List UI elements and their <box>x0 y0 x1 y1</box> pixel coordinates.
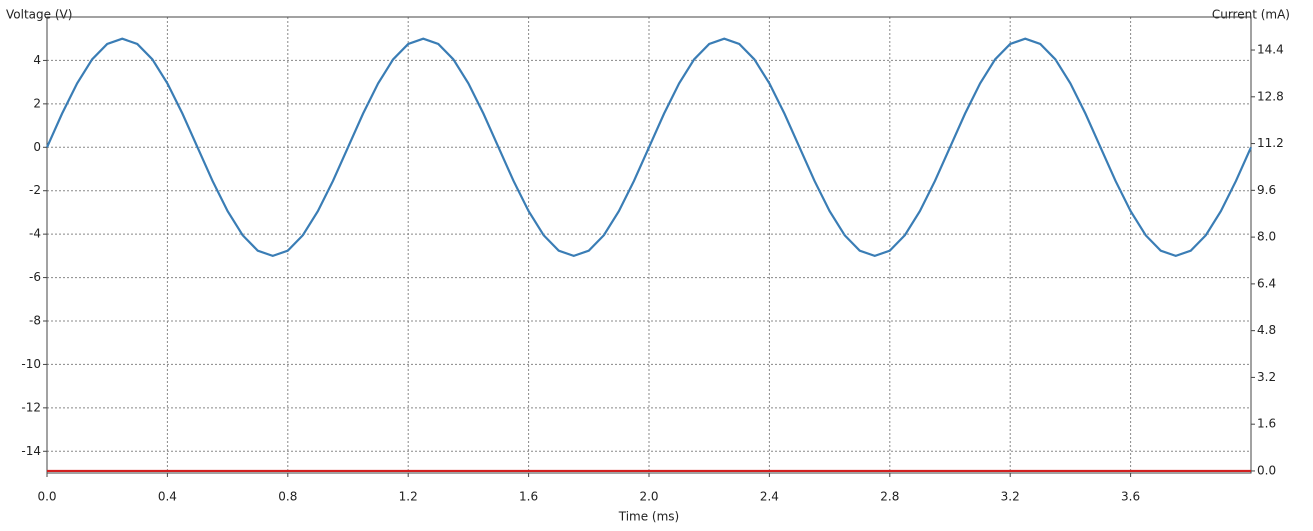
series-line <box>45 37 1253 258</box>
x-tick-label: 0.4 <box>158 490 177 504</box>
y2-tick-label: 12.8 <box>1257 89 1284 103</box>
y-tick-label: -10 <box>21 357 41 371</box>
plot-frame <box>46 16 1252 474</box>
y-tick-label: -6 <box>29 270 41 284</box>
x-axis-title: Time (ms) <box>618 510 680 524</box>
x-tick-label: 1.2 <box>399 490 418 504</box>
y-tick-label: -14 <box>21 444 41 458</box>
x-tick-label: 0.8 <box>278 490 297 504</box>
y-tick-label: 4 <box>33 53 41 67</box>
x-tick-label: 3.6 <box>1121 490 1140 504</box>
y2-tick-label: 4.8 <box>1257 323 1276 337</box>
y-tick-label: -12 <box>21 400 41 414</box>
x-tick-label: 2.4 <box>760 490 779 504</box>
x-tick-label: 3.2 <box>1001 490 1020 504</box>
x-tick-label: 1.6 <box>519 490 538 504</box>
y2-tick-label: 11.2 <box>1257 136 1284 150</box>
y2-tick-label: 0.0 <box>1257 463 1276 477</box>
y2-tick-label: 1.6 <box>1257 417 1276 431</box>
y-tick-label: -2 <box>29 183 41 197</box>
y2-tick-label: 8.0 <box>1257 230 1276 244</box>
y2-axis-title: Current (mA) <box>1212 8 1290 22</box>
x-tick-label: 0.0 <box>37 490 56 504</box>
y2-tick-label: 9.6 <box>1257 183 1276 197</box>
y2-tick-label: 14.4 <box>1257 43 1284 57</box>
y-tick-label: -4 <box>29 227 41 241</box>
x-tick-label: 2.8 <box>880 490 899 504</box>
y-tick-label: 0 <box>33 140 41 154</box>
y-tick-label: -8 <box>29 314 41 328</box>
y-axis-title: Voltage (V) <box>6 8 72 22</box>
y-tick-label: 2 <box>33 96 41 110</box>
y2-tick-label: 3.2 <box>1257 370 1276 384</box>
y2-tick-label: 6.4 <box>1257 276 1276 290</box>
x-tick-label: 2.0 <box>639 490 658 504</box>
